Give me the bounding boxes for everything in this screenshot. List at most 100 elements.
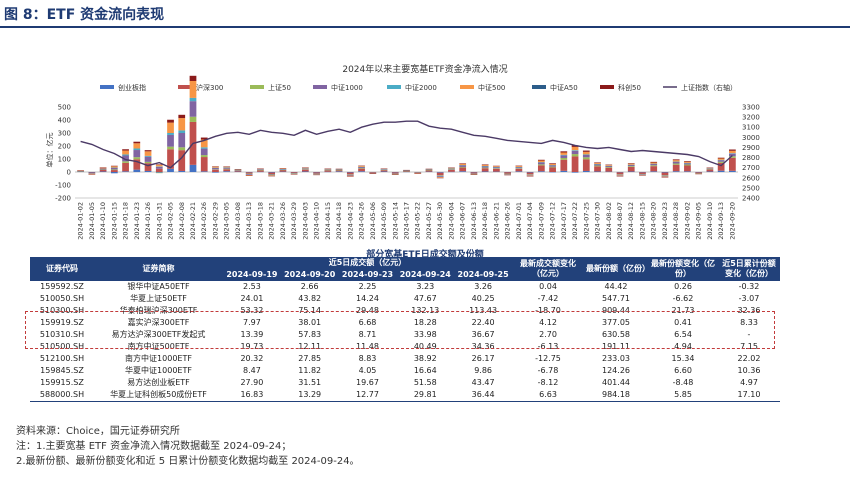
bar-4-8 [167, 133, 174, 135]
bar-0-6 [144, 170, 152, 172]
x-tick-label: 2024-02-21 [189, 202, 197, 240]
bar-1-18 [279, 170, 287, 172]
cell-schg: 0.26 [674, 282, 692, 291]
bar-2-45 [582, 157, 590, 160]
bar-1-55 [695, 172, 703, 174]
bar-5-18 [279, 168, 287, 170]
bar-5-36 [481, 164, 489, 167]
cell-d3: 29.48 [356, 306, 379, 315]
bar-5-54 [684, 161, 691, 163]
bar-3-25 [358, 167, 365, 169]
x-tick-label: 2024-03-05 [223, 202, 231, 240]
cell-d1: 13.39 [240, 330, 264, 339]
x-tick-label: 2024-01-26 [144, 202, 152, 240]
cell-d1: 7.97 [242, 318, 261, 327]
bar-0-39 [515, 171, 523, 172]
bar-2-4 [122, 161, 129, 163]
cell-code: 510310.SH [39, 330, 85, 339]
bar-1-1 [88, 172, 96, 174]
legend-label: 沪深300 [196, 83, 223, 92]
bar-5-2 [99, 167, 107, 169]
bar-3-37 [493, 167, 500, 169]
col-name: 证券简称 [94, 257, 223, 281]
cell-tchg: 6.63 [512, 389, 584, 402]
bar-2-34 [459, 166, 467, 168]
x-tick-label: 2024-05-09 [380, 202, 388, 240]
bar-2-51 [650, 165, 658, 167]
cell-shares: 233.03 [602, 354, 630, 363]
cell-d5: 40.25 [471, 294, 495, 303]
y2-tick-label: 2500 [742, 184, 760, 192]
cell-tchg: -7.42 [537, 294, 559, 303]
bar-3-12 [212, 167, 219, 170]
bar-3-7 [155, 166, 163, 169]
bar-5-17 [268, 175, 276, 176]
table-row: 159919.SZ 嘉实沪深300ETF 7.97 38.01 6.68 18.28 22.… [30, 317, 780, 329]
etf-flow-chart: 2024年以来主要宽基ETF资金净流入情况 创业板指 沪深300 上证50 中证100… [45, 63, 760, 240]
cell-code: 512100.SH [39, 354, 85, 363]
bar-2-52 [661, 175, 669, 176]
legend-label: 中证500 [478, 83, 505, 92]
bar-3-38 [504, 173, 512, 175]
x-tick-label: 2024-03-21 [268, 202, 276, 240]
cell-d3: 6.68 [358, 318, 377, 327]
y2-tick-label: 2900 [742, 144, 760, 152]
bar-1-24 [346, 172, 354, 175]
bar-7-4 [122, 149, 129, 151]
bar-4-6 [144, 155, 152, 157]
col-date: 2024-09-19 [223, 269, 281, 281]
cell-schg: 15.34 [671, 354, 695, 363]
y2-tick-label: 2400 [742, 195, 760, 203]
x-tick-label: 2024-04-10 [313, 202, 321, 240]
bar-2-11 [200, 155, 208, 158]
x-tick-label: 2024-01-15 [110, 202, 118, 240]
cell-cum5: 22.02 [737, 354, 761, 363]
cell-d2: 43.82 [298, 294, 322, 303]
legend-label: 上证50 [268, 83, 291, 92]
chart-title: 2024年以来主要宽基ETF资金净流入情况 [342, 63, 507, 75]
y-tick-label: 300 [58, 130, 71, 138]
bar-3-16 [257, 169, 264, 171]
table-row: 159915.SZ 易方达创业板ETF 27.90 31.51 19.67 51.58 43… [30, 377, 780, 389]
col-date: 2024-09-25 [454, 269, 512, 281]
bar-5-11 [200, 139, 208, 148]
cell-shares: 191.11 [602, 342, 630, 351]
bar-3-52 [661, 175, 669, 177]
y-tick-label: 500 [58, 104, 71, 112]
bar-1-34 [459, 167, 467, 172]
cell-d1: 19.73 [240, 342, 264, 351]
x-tick-label: 2024-07-22 [571, 202, 579, 240]
bar-2-36 [481, 167, 489, 169]
bar-3-40 [526, 174, 534, 176]
bar-3-42 [549, 165, 556, 167]
bar-7-42 [549, 163, 556, 164]
x-tick-label: 2024-04-23 [346, 202, 354, 240]
cell-schg: 6.60 [674, 366, 692, 375]
bar-2-47 [605, 167, 613, 168]
note-2: 2.最新份额、最新份额变化和近 5 日累计份额变化数据均截至 2024-09-2… [16, 456, 360, 467]
cell-shares: 44.42 [604, 282, 628, 291]
bar-4-10 [189, 97, 197, 102]
bar-5-33 [448, 167, 455, 169]
cell-shares: 547.71 [602, 294, 630, 303]
x-tick-label: 2024-07-01 [515, 202, 523, 240]
bar-5-32 [436, 177, 444, 178]
bar-3-43 [560, 155, 568, 158]
x-tick-label: 2024-06-18 [481, 202, 489, 240]
bar-1-37 [493, 168, 500, 172]
bar-1-44 [571, 156, 579, 172]
cell-shares: 984.18 [584, 389, 648, 402]
cell-shares: 401.44 [602, 378, 630, 387]
col-date: 2024-09-20 [280, 269, 339, 281]
table-title: 部分宽基ETF日成交额及份额 [366, 250, 484, 260]
bar-7-6 [144, 150, 152, 152]
bar-1-17 [268, 172, 276, 175]
cell-code: 159919.SZ [40, 318, 84, 327]
bar-5-40 [526, 175, 534, 177]
bar-1-36 [481, 168, 489, 172]
cell-schg: 5.85 [648, 389, 718, 402]
bar-1-33 [448, 169, 455, 172]
bar-3-47 [605, 166, 613, 168]
cell-name: 银华中证A50ETF [127, 282, 190, 291]
bar-0-17 [268, 172, 276, 173]
